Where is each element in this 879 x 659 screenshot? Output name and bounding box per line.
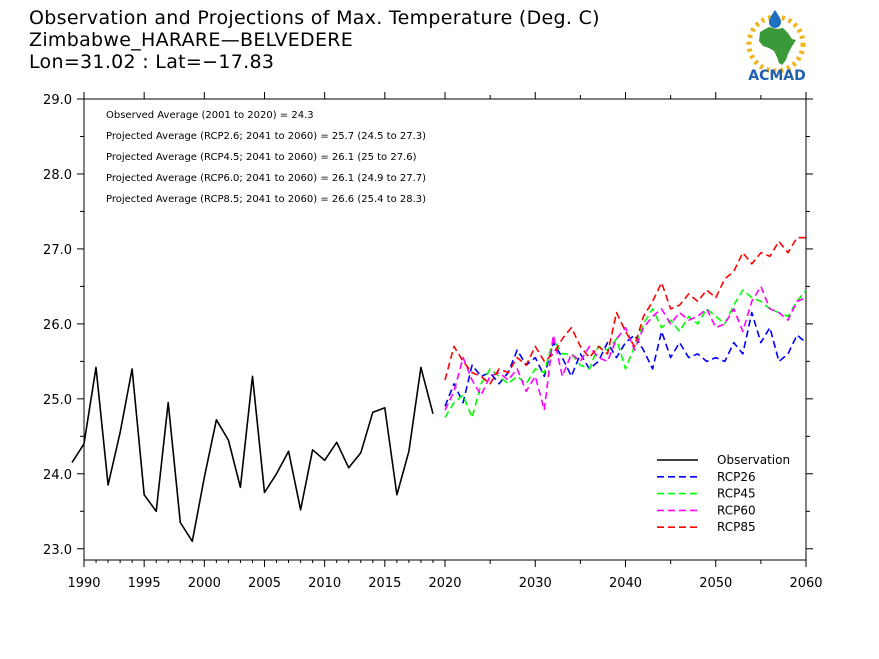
series-rcp45 xyxy=(444,289,807,419)
x-tick-label: 1995 xyxy=(128,576,161,591)
y-tick-label: 28.0 xyxy=(43,168,72,183)
chart-legend: Observation RCP26 RCP45 RCP60 RCP85 xyxy=(657,453,790,534)
x-tick-label: 2050 xyxy=(699,576,732,591)
axes: 23.0 24.0 25.0 26.0 27.0 28.0 29.0 1990 1995 2000… xyxy=(43,92,823,591)
x-tick-label: 2040 xyxy=(609,576,642,591)
series-rcp85 xyxy=(444,236,806,385)
annotation-line: Projected Average (RCP8.5; 2041 to 2060)… xyxy=(106,194,426,205)
series-layer xyxy=(71,236,807,543)
chart-header: Observation and Projections of Max. Temp… xyxy=(29,7,600,73)
x-tick-label: 1990 xyxy=(67,576,100,591)
station-name: Zimbabwe_HARARE—BELVEDERE xyxy=(29,29,354,51)
station-coordinates: Lon=31.02 : Lat=−17.83 xyxy=(29,51,275,73)
x-tick-label: 2000 xyxy=(188,576,221,591)
legend-label: RCP26 xyxy=(717,470,756,484)
series-rcp26 xyxy=(444,311,807,407)
annotation-line: Projected Average (RCP6.0; 2041 to 2060)… xyxy=(106,173,426,184)
legend-label: Observation xyxy=(717,453,790,467)
x-tick-label: 2005 xyxy=(248,576,281,591)
x-tick-label: 2010 xyxy=(308,576,341,591)
rain-drop-icon xyxy=(769,10,781,28)
legend-label: RCP60 xyxy=(717,503,756,517)
y-tick-label: 26.0 xyxy=(43,318,72,333)
x-tick-label: 2015 xyxy=(368,576,401,591)
y-tick-label: 27.0 xyxy=(43,243,72,258)
x-tick-label: 2030 xyxy=(519,576,552,591)
annotation-line: Projected Average (RCP4.5; 2041 to 2060)… xyxy=(106,152,417,163)
annotation-line: Observed Average (2001 to 2020) = 24.3 xyxy=(106,110,314,121)
plot-frame xyxy=(83,98,807,561)
annotation-line: Projected Average (RCP2.6; 2041 to 2060)… xyxy=(106,131,426,142)
chart-title: Observation and Projections of Max. Temp… xyxy=(29,7,600,29)
acmad-logo: ACMAD xyxy=(746,10,806,84)
y-tick-label: 23.0 xyxy=(43,543,72,558)
chart-annotations: Observed Average (2001 to 2020) = 24.3 Pr… xyxy=(106,110,426,205)
series-rcp60 xyxy=(444,285,807,411)
y-tick-label: 29.0 xyxy=(43,93,72,108)
logo-text: ACMAD xyxy=(748,68,806,84)
x-tick-label: 2060 xyxy=(789,576,822,591)
series-observation xyxy=(71,366,434,543)
legend-label: RCP85 xyxy=(717,520,756,534)
africa-map-icon xyxy=(759,27,796,65)
x-tick-label: 2020 xyxy=(428,576,461,591)
legend-label: RCP45 xyxy=(717,487,756,501)
y-tick-label: 25.0 xyxy=(43,393,72,408)
y-tick-label: 24.0 xyxy=(43,468,72,483)
